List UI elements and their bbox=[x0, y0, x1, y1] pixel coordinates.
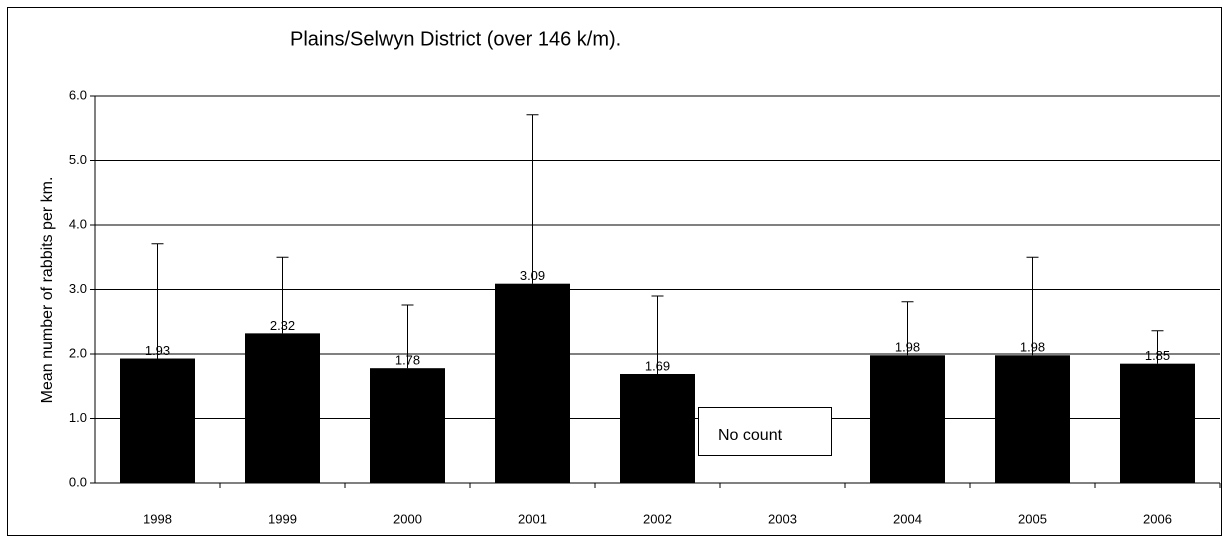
annotation-box bbox=[698, 407, 832, 456]
error-bar bbox=[651, 295, 664, 374]
data-label: 2.32 bbox=[270, 318, 295, 333]
data-label: 1.78 bbox=[395, 353, 420, 368]
x-tick-label: 2003 bbox=[768, 511, 797, 526]
x-tick-label: 2005 bbox=[1018, 511, 1047, 526]
error-bar bbox=[151, 243, 164, 359]
data-label: 1.93 bbox=[145, 343, 170, 358]
y-tick-label: 6.0 bbox=[69, 87, 87, 102]
error-bar bbox=[901, 301, 914, 356]
data-label: 1.85 bbox=[1145, 348, 1170, 363]
y-axis-label: Mean number of rabbits per km. bbox=[39, 177, 56, 404]
data-label: 3.09 bbox=[520, 268, 545, 283]
x-tick-label: 2004 bbox=[893, 511, 922, 526]
bar bbox=[245, 333, 320, 483]
y-tick-label: 3.0 bbox=[69, 281, 87, 296]
y-tick-label: 0.0 bbox=[69, 474, 87, 489]
error-bar bbox=[401, 304, 414, 369]
y-tick-label: 1.0 bbox=[69, 410, 87, 425]
chart-title: Plains/Selwyn District (over 146 k/m). bbox=[290, 28, 621, 50]
bar bbox=[1120, 363, 1195, 483]
data-label: 1.98 bbox=[895, 340, 920, 355]
data-label: 1.98 bbox=[1020, 340, 1045, 355]
error-bar bbox=[1151, 330, 1164, 364]
bar bbox=[495, 283, 570, 483]
x-tick-label: 2002 bbox=[643, 511, 672, 526]
x-tick-label: 1999 bbox=[268, 511, 297, 526]
y-tick-label: 2.0 bbox=[69, 345, 87, 360]
annotation: No count bbox=[718, 427, 783, 444]
x-tick-label: 2001 bbox=[518, 511, 547, 526]
y-tick-label: 4.0 bbox=[69, 216, 87, 231]
bar bbox=[120, 358, 195, 483]
bar bbox=[995, 355, 1070, 483]
bar bbox=[620, 373, 695, 483]
data-label: 1.69 bbox=[645, 358, 670, 373]
x-tick-label: 1998 bbox=[143, 511, 172, 526]
y-tick-label: 5.0 bbox=[69, 152, 87, 167]
error-bar bbox=[526, 114, 539, 284]
bar bbox=[370, 368, 445, 483]
bar bbox=[870, 355, 945, 483]
error-bar bbox=[1026, 256, 1039, 356]
x-tick-label: 2006 bbox=[1143, 511, 1172, 526]
error-bar bbox=[276, 256, 289, 334]
x-tick-label: 2000 bbox=[393, 511, 422, 526]
